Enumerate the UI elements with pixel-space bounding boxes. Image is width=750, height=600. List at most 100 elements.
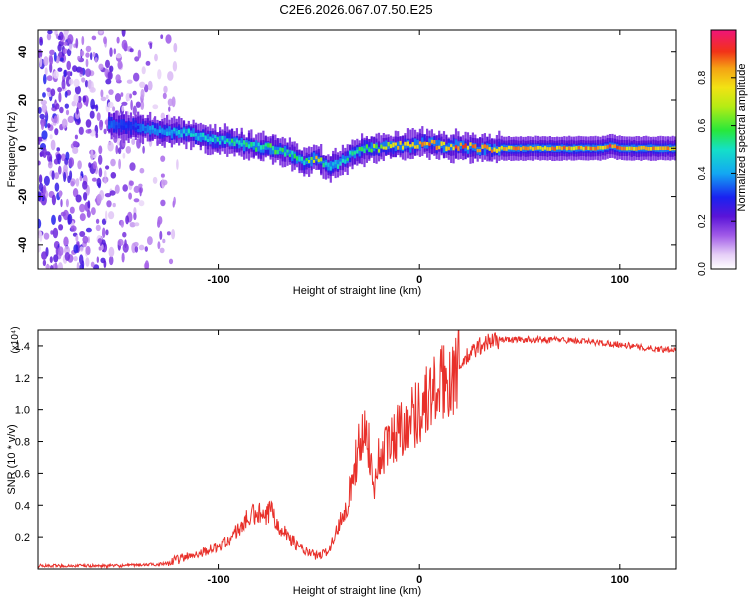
- ridge-cell: [416, 144, 419, 149]
- noise-cell: [108, 255, 114, 266]
- ridge-cell: [262, 144, 265, 150]
- noise-cell: [51, 170, 55, 180]
- ridge-cell: [117, 123, 121, 127]
- noise-cell: [55, 103, 60, 110]
- x-axis-label: Height of straight line (km): [293, 285, 421, 297]
- ridge-cell: [445, 146, 448, 151]
- noise-cell: [90, 98, 95, 110]
- noise-cell: [91, 35, 97, 41]
- noise-cell: [134, 56, 140, 62]
- noise-cell: [38, 244, 41, 253]
- noise-cell: [176, 159, 179, 170]
- ridge-cell: [158, 129, 161, 133]
- ridge-cell: [548, 147, 551, 151]
- ridge-halo: [158, 125, 161, 132]
- ridge-halo: [129, 121, 133, 127]
- noise-cell: [168, 258, 174, 265]
- ridge-halo: [305, 158, 308, 164]
- ridge-halo: [132, 118, 135, 131]
- ridge-halo: [414, 138, 417, 147]
- noise-cell: [81, 77, 86, 83]
- ridge-halo: [243, 143, 246, 152]
- ridge-halo: [416, 139, 419, 146]
- noise-cell: [157, 216, 163, 225]
- ridge-cell: [599, 145, 602, 150]
- ridge-cell: [344, 159, 347, 164]
- noise-cell: [47, 153, 53, 163]
- noise-cell: [144, 246, 148, 252]
- ridge-halo: [120, 119, 123, 128]
- noise-cell: [74, 85, 81, 95]
- ridge-cell: [250, 142, 253, 147]
- noise-cell: [98, 246, 102, 251]
- noise-cell: [99, 121, 103, 131]
- ridge-cell: [129, 124, 133, 130]
- ridge-cell: [154, 128, 157, 132]
- ridge-cell: [363, 148, 366, 154]
- ridge-cell: [240, 142, 243, 147]
- noise-cell: [108, 89, 114, 95]
- noise-cell: [38, 174, 43, 184]
- noise-cell: [72, 188, 79, 198]
- ridge-halo: [481, 145, 484, 156]
- ridge-cell: [115, 125, 118, 130]
- ridge-cell: [669, 147, 672, 151]
- noise-cell: [103, 128, 107, 135]
- noise-cell: [39, 56, 43, 68]
- ridge-cell: [269, 143, 272, 148]
- noise-cell: [101, 244, 104, 251]
- ridge-cell: [630, 146, 633, 151]
- noise-cell: [54, 182, 60, 192]
- noise-cell: [52, 263, 58, 269]
- ridge-halo: [483, 147, 486, 156]
- noise-cell: [63, 171, 67, 183]
- ridge-cell: [151, 125, 154, 130]
- noise-cell: [64, 103, 70, 109]
- ridge-cell: [654, 146, 657, 151]
- noise-cell: [160, 173, 165, 178]
- noise-cell: [72, 65, 78, 72]
- noise-cell: [96, 112, 101, 121]
- ridge-cell: [149, 125, 152, 130]
- ridge-cell: [243, 140, 246, 145]
- noise-cell: [75, 234, 79, 243]
- noise-cell: [41, 122, 44, 131]
- ridge-cell: [652, 146, 655, 151]
- noise-cell: [152, 176, 158, 184]
- noise-cell: [160, 155, 166, 162]
- ridge-cell: [385, 146, 388, 150]
- ridge-cell: [327, 162, 330, 167]
- noise-cell: [57, 154, 61, 165]
- ridge-cell: [531, 147, 535, 151]
- ridge-cell: [565, 146, 568, 151]
- ridge-cell: [199, 132, 202, 138]
- ridge-halo: [447, 142, 450, 149]
- noise-cell: [160, 34, 164, 39]
- ridge-halo: [238, 143, 241, 149]
- noise-cell: [69, 206, 75, 214]
- noise-cell: [166, 231, 171, 236]
- ridge-cell: [454, 145, 458, 149]
- noise-cell: [92, 161, 98, 170]
- noise-cell: [73, 256, 78, 262]
- ridge-cell: [544, 146, 547, 150]
- ridge-halo: [312, 152, 316, 160]
- noise-cell: [42, 147, 47, 159]
- noise-cell: [162, 238, 166, 244]
- noise-cell: [107, 71, 113, 80]
- ridge-cell: [659, 146, 662, 150]
- noise-cell: [90, 52, 93, 61]
- noise-cell: [47, 30, 53, 35]
- ridge-cell: [125, 124, 128, 128]
- ridge-cell: [411, 142, 414, 147]
- noise-cell: [121, 105, 124, 112]
- ridge-cell: [187, 128, 190, 134]
- ridge-halo: [168, 126, 171, 133]
- ridge-halo: [113, 120, 116, 128]
- noise-cell: [113, 48, 117, 55]
- ridge-cell: [320, 157, 323, 162]
- ridge-cell: [214, 134, 217, 138]
- ridge-cell: [370, 148, 373, 153]
- noise-cell: [85, 129, 92, 134]
- noise-cell: [92, 51, 96, 57]
